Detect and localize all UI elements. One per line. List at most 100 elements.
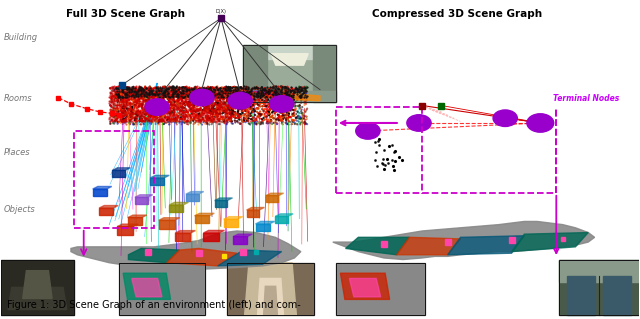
Point [216,115,227,120]
Point [242,113,252,118]
Point [198,115,208,120]
Point [229,114,239,119]
Point [286,101,296,106]
Point [223,94,234,99]
Point [151,85,161,90]
Point [116,105,127,110]
Point [250,117,260,122]
Point [193,117,204,122]
Point [199,105,209,110]
Point [136,114,147,119]
Point [213,103,223,108]
Point [175,94,186,99]
Point [139,87,149,92]
Point [159,107,169,112]
Point [246,105,257,110]
Point [193,120,204,125]
Point [228,87,238,93]
Point [112,94,122,99]
Point [292,97,303,102]
Point [180,85,191,90]
Point [109,109,120,115]
Point [219,96,229,101]
Point [261,116,271,122]
Point [152,108,163,113]
Point [186,86,196,92]
Point [161,114,172,119]
Point [196,91,206,96]
Point [244,121,254,126]
Point [211,93,221,98]
Point [125,111,136,116]
Point [273,87,283,92]
Point [274,101,284,107]
Point [124,96,134,101]
Point [131,89,141,94]
Point [207,107,217,112]
Point [153,111,163,116]
Point [130,122,140,127]
Point [179,91,189,96]
Point [113,111,124,116]
Point [130,99,140,104]
Point [212,100,222,105]
Point [117,96,127,101]
Point [158,116,168,121]
Point [150,90,160,95]
Point [179,101,189,106]
Point [270,107,280,112]
Point [159,85,169,91]
Point [186,102,196,108]
Point [154,112,164,117]
Point [136,107,147,112]
Point [232,85,242,90]
Point [132,111,142,116]
Point [234,93,244,98]
Point [179,94,189,99]
Point [265,89,275,94]
Point [127,85,137,91]
Point [261,110,271,115]
Point [278,90,288,95]
Point [292,87,302,92]
Point [136,104,146,109]
Point [117,97,127,102]
Point [258,91,268,96]
Point [106,116,116,121]
Point [111,92,121,97]
Point [227,101,237,107]
Point [290,118,300,123]
Point [182,118,192,123]
Point [124,106,134,111]
Point [160,94,170,99]
Point [212,97,222,102]
Point [110,91,120,96]
Point [231,102,241,107]
Point [116,96,127,101]
Point [172,116,182,121]
Point [191,95,202,100]
Point [134,116,145,122]
Point [202,93,212,98]
Point [260,89,271,94]
Point [240,85,250,90]
Point [192,104,202,109]
Point [255,86,266,91]
Point [198,89,209,94]
Point [140,88,150,93]
Point [253,111,264,116]
Point [132,98,142,103]
Point [120,108,131,114]
Polygon shape [119,263,205,315]
Point [242,118,252,123]
Bar [1,260,74,315]
Point [172,105,182,110]
Point [205,107,216,112]
Point [213,119,223,124]
Point [125,91,135,96]
Point [177,104,188,109]
Point [220,101,230,106]
Point [132,88,143,93]
Point [115,103,125,108]
Point [157,100,168,105]
